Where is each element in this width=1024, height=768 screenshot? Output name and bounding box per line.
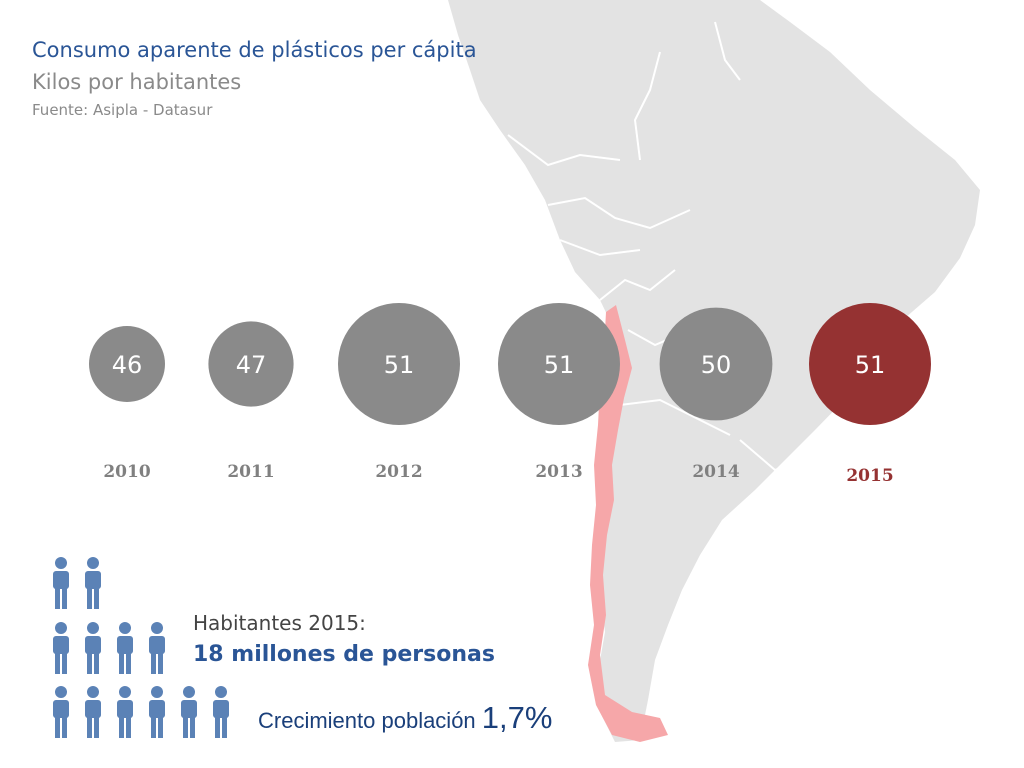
bubble-2014	[659, 307, 773, 421]
bubble-value-2015: 51	[855, 351, 886, 379]
bubble-2015	[809, 303, 931, 425]
chile-highlight	[588, 305, 668, 742]
population-value: 18 millones de personas	[193, 642, 495, 667]
year-label-2014: 2014	[692, 462, 739, 482]
bubble-value-2014: 50	[701, 351, 732, 379]
bubble-value-2013: 51	[544, 351, 575, 379]
growth-label: Crecimiento población	[258, 708, 476, 733]
population-label: Habitantes 2015:	[193, 611, 366, 635]
map-borders	[507, 21, 801, 472]
year-label-2015: 2015	[846, 466, 893, 486]
year-label-2013: 2013	[535, 462, 582, 482]
source-note: Fuente: Asipla - Datasur	[32, 101, 213, 119]
bubble-2011	[208, 321, 294, 407]
year-label-2011: 2011	[227, 462, 274, 482]
bubble-2010	[89, 326, 165, 402]
page-subtitle: Kilos por habitantes	[32, 70, 242, 94]
growth-value: 1,7%	[481, 700, 553, 735]
bubble-value-2011: 47	[236, 351, 267, 379]
bubble-2012	[338, 303, 460, 425]
population-growth: Crecimiento población 1,7%	[258, 700, 552, 736]
bubble-value-2012: 51	[384, 351, 415, 379]
bubble-2013	[498, 303, 620, 425]
bubble-value-2010: 46	[112, 351, 143, 379]
year-label-2010: 2010	[103, 462, 150, 482]
year-label-2012: 2012	[375, 462, 422, 482]
page-title: Consumo aparente de plásticos per cápita	[32, 38, 477, 62]
